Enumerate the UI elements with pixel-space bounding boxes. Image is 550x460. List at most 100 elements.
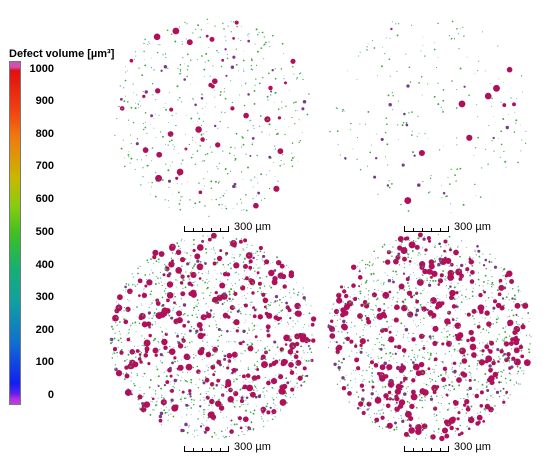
defect-dot [378, 394, 380, 396]
defect-dot [479, 403, 484, 408]
defect-dot [355, 318, 357, 320]
defect-dot [269, 285, 271, 287]
defect-dot [336, 352, 339, 355]
defect-dot [222, 384, 224, 386]
defect-dot [200, 314, 207, 321]
defect-dot [407, 386, 409, 388]
defect-dot [217, 327, 221, 332]
defect-dot [176, 242, 179, 245]
defect-dot [413, 377, 416, 380]
colorbar-gradient [9, 61, 21, 405]
defect-dot [302, 287, 304, 289]
defect-dot [436, 256, 438, 258]
defect-dot [150, 114, 154, 118]
defect-dot [342, 289, 347, 294]
defect-dot [243, 104, 246, 107]
defect-dot [171, 161, 173, 163]
defect-dot [479, 350, 481, 352]
defect-dot [455, 340, 457, 342]
defect-dot [508, 293, 510, 295]
defect-dot [194, 253, 201, 260]
defect-dot [456, 144, 458, 146]
defect-dot [369, 151, 372, 154]
defect-dot [179, 394, 180, 396]
defect-dot [184, 422, 188, 427]
defect-dot [371, 254, 372, 256]
legend-tick: 100 [35, 356, 54, 368]
defect-dot [429, 381, 432, 383]
defect-dot [451, 317, 453, 319]
defect-dot [223, 436, 226, 439]
defect-dot [493, 84, 500, 92]
defect-dot [503, 338, 506, 340]
defect-dot [437, 255, 438, 257]
defect-dot [228, 293, 231, 296]
defect-dot [214, 96, 216, 98]
defect-dot [498, 278, 503, 283]
legend-title: Defect volume [µm³] [9, 48, 115, 60]
defect-dot [415, 376, 417, 378]
defect-dot [167, 131, 174, 137]
defect-dot [406, 391, 408, 393]
defect-dot [522, 322, 524, 325]
defect-dot [144, 358, 146, 359]
defect-dot [329, 333, 336, 339]
defect-dot [446, 238, 448, 239]
defect-dot [165, 328, 167, 330]
defect-dot [167, 169, 170, 172]
defect-dot [187, 392, 189, 394]
defect-dot [186, 431, 189, 434]
defect-dot [338, 307, 340, 309]
defect-dot [259, 115, 262, 117]
defect-dot [297, 160, 299, 162]
defect-dot [260, 416, 262, 418]
defect-dot [508, 299, 510, 301]
defect-dot [412, 240, 415, 242]
defect-dot [351, 297, 353, 299]
defect-dot [429, 354, 432, 356]
defect-dot [225, 381, 232, 388]
defect-dot [137, 398, 140, 401]
defect-dot [239, 374, 241, 377]
defect-dot [153, 312, 155, 314]
defect-dot [404, 266, 406, 269]
defect-dot [189, 59, 192, 61]
defect-dot [509, 361, 510, 363]
defect-dot [232, 401, 234, 404]
defect-dot [263, 296, 266, 299]
defect-dot [366, 408, 369, 410]
defect-dot [354, 378, 356, 380]
defect-dot [168, 348, 176, 356]
defect-dot [166, 411, 168, 414]
defect-dot [299, 139, 302, 142]
defect-dot [253, 368, 255, 369]
defect-dot [257, 34, 259, 36]
defect-dot [403, 431, 409, 437]
defect-dot [220, 65, 223, 68]
defect-dot [294, 352, 296, 355]
defect-dot [302, 99, 307, 104]
defect-dot [478, 60, 480, 62]
defect-dot [391, 398, 395, 401]
defect-dot [295, 101, 297, 103]
defect-dot [398, 138, 399, 140]
defect-dot [222, 22, 224, 25]
defect-dot [357, 275, 363, 280]
defect-dot [141, 321, 148, 328]
defect-dot [391, 305, 393, 307]
defect-dot [155, 279, 156, 281]
defect-dot [502, 268, 505, 271]
defect-dot [375, 306, 377, 308]
defect-dot [135, 324, 137, 326]
defect-dot [416, 326, 418, 328]
defect-dot [202, 381, 206, 385]
defect-dot [156, 51, 159, 54]
defect-dot [143, 128, 145, 131]
defect-dot [355, 382, 357, 383]
defect-dot [395, 426, 398, 429]
defect-dot [239, 398, 245, 404]
defect-dot [232, 306, 235, 309]
defect-dot [448, 35, 451, 37]
defect-dot [432, 335, 435, 338]
defect-dot [424, 253, 426, 256]
